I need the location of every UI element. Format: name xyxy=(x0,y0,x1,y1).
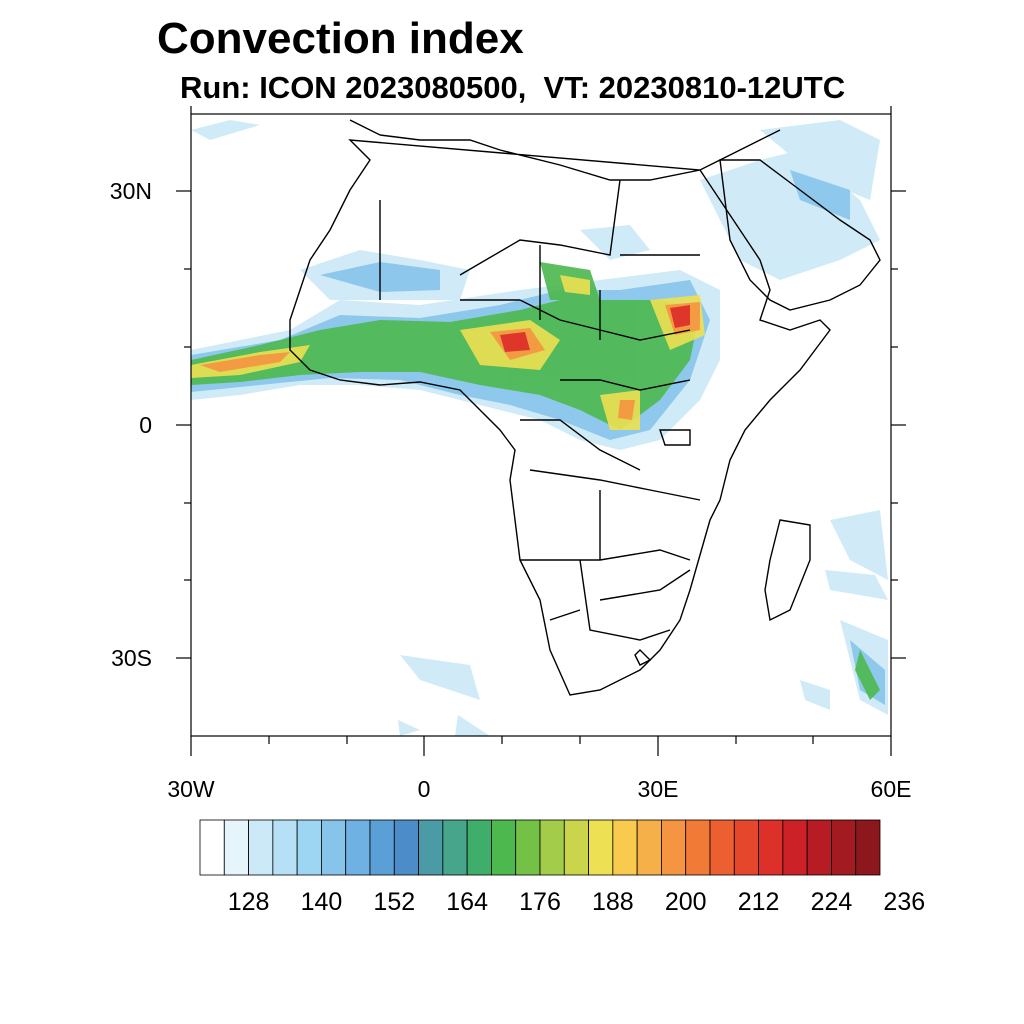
colorbar-label: 164 xyxy=(446,888,488,916)
lon-label-60e: 60E xyxy=(870,776,912,802)
colorbar-swatch xyxy=(369,819,395,876)
colorbar-swatch xyxy=(248,819,274,876)
colorbar-swatch xyxy=(466,819,492,876)
axis-ticks xyxy=(176,106,906,756)
lon-label-30e: 30E xyxy=(637,776,679,802)
chart-title: Convection index xyxy=(157,14,524,63)
lat-label-0: 0 xyxy=(139,412,152,438)
colorbar-swatch xyxy=(782,819,808,876)
colorbar-swatch xyxy=(223,819,249,876)
chart-subtitle: Run: ICON 2023080500, VT: 20230810-12UTC xyxy=(180,70,846,105)
colorbar-label: 236 xyxy=(883,888,926,916)
colorbar-label: 140 xyxy=(300,888,343,916)
colorbar-swatch xyxy=(442,819,468,876)
colorbar-swatch xyxy=(661,819,687,876)
colorbar-swatch xyxy=(321,819,347,876)
colorbar-swatch xyxy=(296,819,322,876)
lon-label-0: 0 xyxy=(417,776,431,802)
colorbar-label: 212 xyxy=(737,888,780,916)
lat-label-30s: 30S xyxy=(111,645,152,671)
colorbar-swatch xyxy=(199,819,225,876)
colorbar-swatch xyxy=(733,819,759,876)
colorbar-label: 152 xyxy=(373,888,416,916)
colorbar-label: 188 xyxy=(591,888,634,916)
colorbar-label: 200 xyxy=(664,888,707,916)
colorbar-swatch xyxy=(539,819,565,876)
colorbar-swatch xyxy=(515,819,541,876)
colorbar-label: 224 xyxy=(810,888,853,916)
colorbar-swatch xyxy=(393,819,419,876)
colorbar-swatch xyxy=(563,819,589,876)
colorbar-swatch xyxy=(758,819,784,876)
colorbar-swatch xyxy=(709,819,735,876)
colorbar-swatch xyxy=(418,819,444,876)
colorbar-swatch xyxy=(806,819,832,876)
colorbar xyxy=(199,819,881,876)
colorbar-swatch xyxy=(636,819,662,876)
colorbar-label: 176 xyxy=(519,888,561,916)
colorbar-swatch xyxy=(685,819,711,876)
colorbar-swatch xyxy=(588,819,614,876)
lat-label-30n: 30N xyxy=(109,178,152,204)
colorbar-swatch xyxy=(491,819,517,876)
colorbar-swatch xyxy=(831,819,857,876)
lon-label-30w: 30W xyxy=(167,776,215,802)
colorbar-swatch xyxy=(272,819,298,876)
colorbar-swatch xyxy=(855,819,881,876)
colorbar-label: 128 xyxy=(227,888,270,916)
colorbar-swatch xyxy=(612,819,638,876)
convection-field xyxy=(191,119,888,736)
colorbar-swatch xyxy=(345,819,371,876)
